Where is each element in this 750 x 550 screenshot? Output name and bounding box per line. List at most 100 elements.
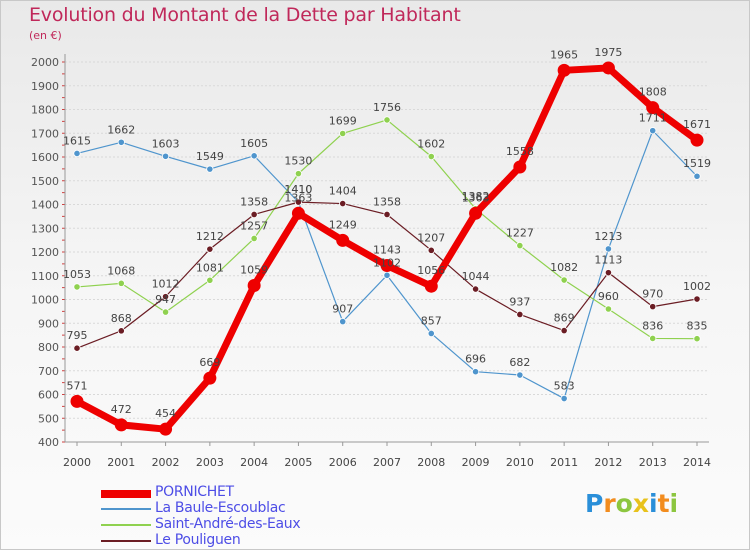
data-point-la-baule-escoublac [250, 152, 258, 160]
data-label-pornichet: 669 [199, 356, 220, 369]
data-label-la-baule-escoublac: 1605 [240, 137, 268, 150]
data-label-le-pouliguen: 1410 [284, 183, 312, 196]
data-label-la-baule-escoublac: 1410 [284, 183, 312, 196]
x-tick-label: 2003 [196, 456, 224, 469]
data-point-saint-andre-des-eaux [161, 308, 170, 316]
data-label-saint-andre-des-eaux: 1068 [107, 264, 135, 277]
data-label-saint-andre-des-eaux: 836 [642, 319, 663, 332]
data-label-saint-andre-des-eaux: 1382 [462, 190, 490, 203]
data-point-saint-andre-des-eaux [604, 305, 613, 313]
data-label-saint-andre-des-eaux: 947 [155, 293, 176, 306]
data-label-le-pouliguen: 1358 [373, 195, 401, 208]
data-label-la-baule-escoublac: 1603 [152, 137, 180, 150]
x-tick-label: 2013 [639, 456, 667, 469]
data-point-saint-andre-des-eaux [294, 170, 303, 178]
x-tick-label: 2009 [462, 456, 490, 469]
logo-letter: x [632, 489, 649, 518]
data-label-saint-andre-des-eaux: 1530 [284, 155, 312, 168]
data-label-la-baule-escoublac: 907 [332, 303, 353, 316]
x-tick-label: 2002 [152, 456, 180, 469]
data-point-pornichet [203, 371, 217, 385]
data-point-la-baule-escoublac [471, 368, 480, 376]
data-label-le-pouliguen: 937 [509, 295, 530, 308]
x-tick-label: 2000 [63, 456, 91, 469]
data-label-la-baule-escoublac: 1711 [639, 112, 667, 125]
legend-label-la-baule-escoublac: La Baule-Escoublac [155, 500, 286, 516]
data-label-pornichet: 1975 [594, 46, 622, 59]
data-label-saint-andre-des-eaux: 1227 [506, 227, 534, 240]
data-point-le-pouliguen [604, 269, 613, 277]
data-label-la-baule-escoublac: 1102 [373, 256, 401, 269]
data-point-saint-andre-des-eaux [117, 279, 125, 287]
data-point-la-baule-escoublac [73, 149, 81, 158]
data-label-le-pouliguen: 1044 [462, 270, 490, 283]
data-label-la-baule-escoublac: 1519 [683, 157, 711, 170]
x-tick-label: 2001 [107, 456, 135, 469]
y-tick-label: 800 [38, 341, 59, 354]
data-label-la-baule-escoublac: 1549 [196, 150, 224, 163]
data-label-la-baule-escoublac: 1662 [107, 123, 135, 136]
data-point-la-baule-escoublac [604, 245, 613, 253]
legend-label-saint-andre-des-eaux: Saint-André-des-Eaux [155, 516, 301, 532]
data-point-saint-andre-des-eaux [250, 234, 258, 243]
y-tick-label: 700 [38, 365, 59, 378]
logo-letter: o [615, 489, 633, 518]
x-tick-label: 2014 [683, 456, 711, 469]
data-label-le-pouliguen: 1358 [240, 195, 268, 208]
data-point-pornichet [70, 394, 84, 408]
data-point-pornichet [646, 101, 660, 115]
data-label-pornichet: 1249 [329, 218, 357, 231]
y-tick-label: 2000 [31, 56, 59, 69]
y-tick-label: 1600 [31, 151, 59, 164]
y-tick-label: 1700 [31, 127, 59, 140]
axis-layer: 400 500 600 700 800 900 1000 1100 1200 1300 1400 15… [31, 54, 711, 469]
data-label-pornichet: 1671 [683, 118, 711, 131]
x-tick-label: 2010 [506, 456, 534, 469]
data-point-la-baule-escoublac [649, 127, 657, 135]
data-label-pornichet: 1143 [373, 244, 401, 257]
data-point-le-pouliguen [161, 293, 170, 301]
data-label-pornichet: 571 [67, 379, 88, 392]
legend-swatch-pornichet [101, 490, 151, 498]
data-label-pornichet: 1056 [417, 264, 445, 277]
data-label-le-pouliguen: 1002 [683, 280, 711, 293]
data-point-la-baule-escoublac [516, 371, 524, 379]
data-point-saint-andre-des-eaux [206, 276, 214, 284]
data-label-le-pouliguen: 1113 [594, 254, 622, 267]
data-point-pornichet [557, 63, 571, 77]
data-label-pornichet: 1363 [284, 191, 312, 204]
data-label-saint-andre-des-eaux: 1602 [417, 138, 445, 151]
data-point-le-pouliguen [471, 285, 480, 293]
y-tick-label: 400 [38, 436, 59, 449]
data-point-saint-andre-des-eaux [383, 116, 391, 124]
data-label-la-baule-escoublac: 1213 [594, 230, 622, 243]
grid-layer [65, 61, 709, 443]
data-label-la-baule-escoublac: 1615 [63, 134, 91, 147]
data-label-le-pouliguen: 869 [554, 312, 575, 325]
logo-letter: i [669, 489, 679, 518]
data-point-pornichet [336, 233, 350, 247]
data-point-la-baule-escoublac [383, 271, 391, 279]
data-label-pornichet: 1059 [240, 263, 268, 276]
y-tick-label: 900 [38, 317, 59, 330]
data-label-saint-andre-des-eaux: 960 [598, 290, 619, 303]
data-label-la-baule-escoublac: 696 [465, 353, 486, 366]
data-point-pornichet [247, 278, 261, 292]
data-point-la-baule-escoublac [161, 152, 170, 160]
data-point-la-baule-escoublac [117, 138, 125, 146]
data-point-le-pouliguen [427, 246, 435, 254]
data-label-saint-andre-des-eaux: 1257 [240, 219, 268, 232]
logo-letter: i [649, 489, 658, 518]
data-point-le-pouliguen [383, 210, 391, 219]
data-label-saint-andre-des-eaux: 1082 [550, 261, 578, 274]
x-tick-label: 2005 [284, 456, 312, 469]
data-label-la-baule-escoublac: 583 [554, 380, 575, 393]
x-tick-label: 2007 [373, 456, 401, 469]
y-tick-label: 1900 [31, 80, 59, 93]
data-label-la-baule-escoublac: 857 [421, 314, 442, 327]
data-label-pornichet: 1558 [506, 145, 534, 158]
data-point-la-baule-escoublac [206, 165, 214, 173]
data-label-le-pouliguen: 970 [642, 288, 663, 301]
data-point-saint-andre-des-eaux [339, 129, 347, 138]
data-point-saint-andre-des-eaux [693, 335, 701, 343]
